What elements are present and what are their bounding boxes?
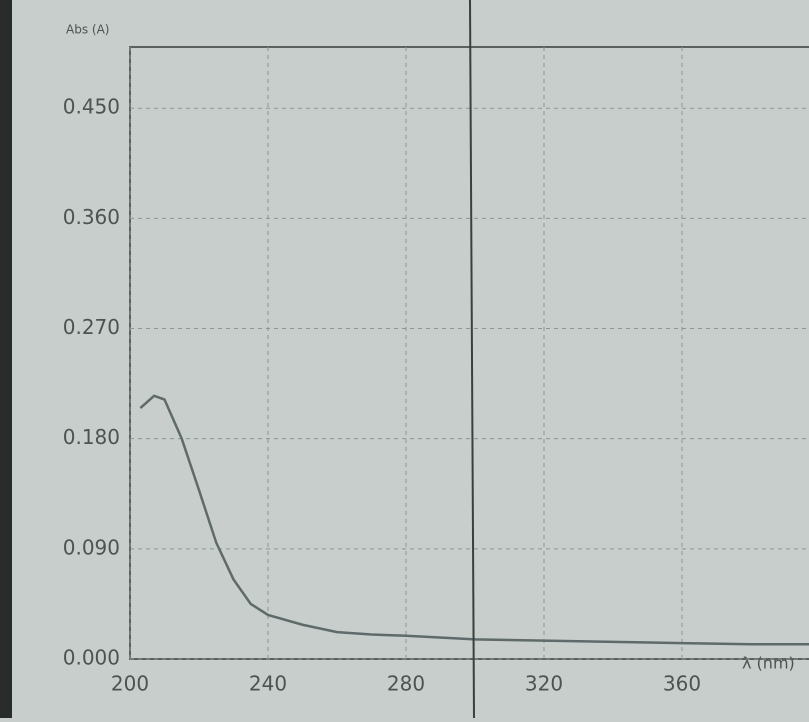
x-axis-label: λ (nm) (742, 654, 795, 673)
y-tick-label: 0.270 (63, 315, 120, 339)
y-tick-label: 0.090 (63, 535, 120, 559)
chart: Abs (A) λ (nm) 0.000 0.090 0.180 0.270 0.360… (0, 0, 809, 718)
x-tick-label: 200 (111, 672, 149, 696)
x-tick-label: 360 (663, 672, 701, 696)
x-tick-label: 280 (387, 672, 425, 696)
x-tick-label: 240 (249, 672, 287, 696)
x-tick-label: 320 (525, 672, 563, 696)
bezel (0, 0, 12, 718)
page: Abs (A) λ (nm) 0.000 0.090 0.180 0.270 0.360… (0, 0, 809, 722)
y-tick-label: 0.000 (63, 646, 120, 670)
y-tick-label: 0.360 (63, 205, 120, 229)
y-axis-label: Abs (A) (66, 23, 109, 37)
y-tick-label: 0.180 (63, 425, 120, 449)
y-tick-label: 0.450 (63, 95, 120, 119)
